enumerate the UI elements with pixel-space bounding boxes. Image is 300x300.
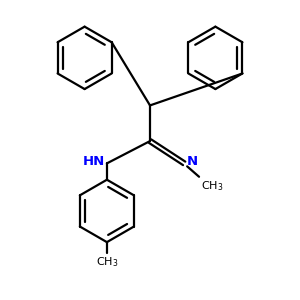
- Text: HN: HN: [82, 155, 104, 168]
- Text: CH$_3$: CH$_3$: [96, 256, 118, 269]
- Text: N: N: [187, 155, 198, 168]
- Text: CH$_3$: CH$_3$: [200, 179, 223, 193]
